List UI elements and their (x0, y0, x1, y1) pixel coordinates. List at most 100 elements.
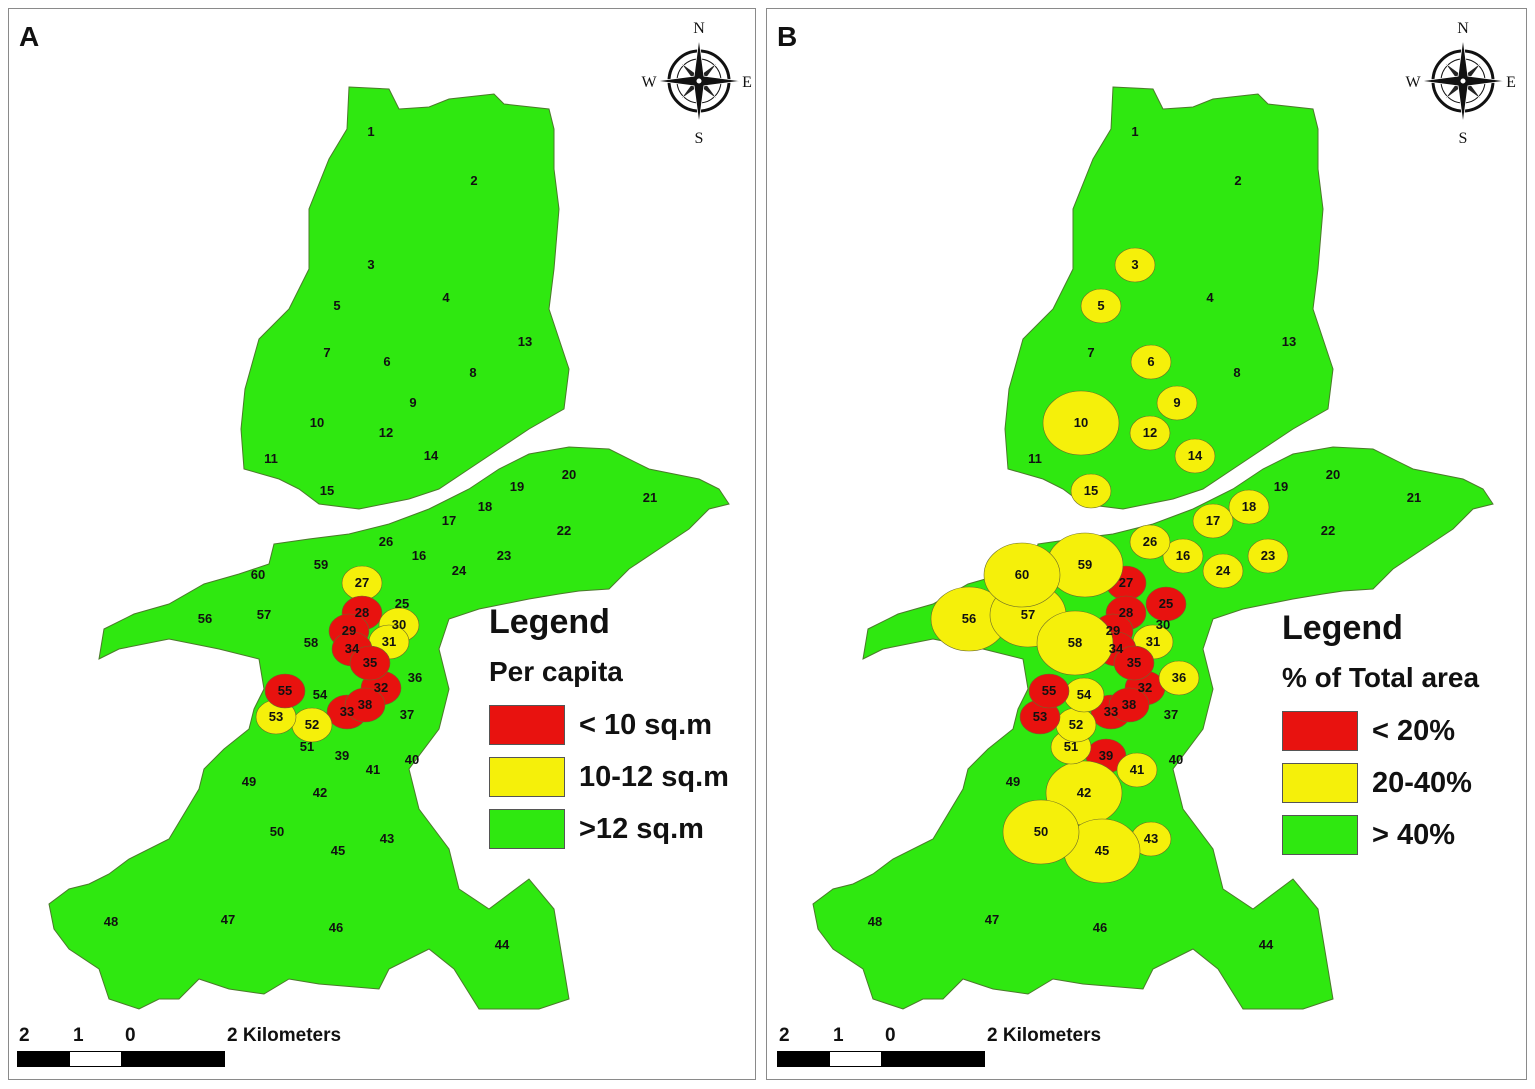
district-label: 55 (1042, 683, 1056, 698)
district-label: 16 (412, 548, 426, 563)
district-label: 17 (1206, 513, 1220, 528)
district-label: 14 (1188, 448, 1203, 463)
district-label: 45 (1095, 843, 1109, 858)
district-label: 49 (242, 774, 256, 789)
district-label: 44 (1259, 937, 1274, 952)
district-label: 6 (383, 354, 390, 369)
district-label: 50 (270, 824, 284, 839)
compass-letter: E (1506, 74, 1516, 91)
district-24 (1202, 553, 1244, 589)
district-region-south (812, 446, 1494, 1010)
district-label: 31 (1146, 634, 1160, 649)
district-label: 39 (1099, 748, 1113, 763)
district-label: 38 (358, 697, 372, 712)
district-label: 14 (424, 448, 439, 463)
compass-letter: S (695, 130, 704, 147)
district-region-south (48, 446, 730, 1010)
legend-swatch-red (489, 705, 565, 745)
district-label: 44 (495, 937, 510, 952)
district-26 (1129, 524, 1171, 560)
district-label: 43 (1144, 831, 1158, 846)
district-label: 34 (1109, 641, 1124, 656)
district-label: 58 (304, 635, 318, 650)
district-label: 7 (323, 345, 330, 360)
district-label: 57 (1021, 607, 1035, 622)
legend-item: > 40% (1282, 810, 1479, 860)
district-label: 28 (355, 605, 369, 620)
district-label: 60 (1015, 567, 1029, 582)
legend: Legend Per capita < 10 sq.m 10-12 sq.m >… (489, 603, 729, 856)
compass-letter: W (641, 74, 657, 91)
scale-tick: 2 (19, 1025, 30, 1046)
district-label: 59 (1078, 557, 1092, 572)
compass-letter: S (1459, 130, 1468, 147)
legend-label: > 40% (1372, 818, 1456, 851)
district-label: 45 (331, 843, 345, 858)
legend-swatch-green (1282, 815, 1358, 855)
scale-tick: 1 (73, 1025, 84, 1046)
district-label: 24 (1216, 563, 1231, 578)
district-label: 49 (1006, 774, 1020, 789)
scale-tick: 1 (833, 1025, 844, 1046)
panel-letter: B (777, 21, 798, 52)
district-35 (349, 645, 391, 681)
district-label: 39 (335, 748, 349, 763)
district-label: 51 (1064, 739, 1078, 754)
district-50 (1002, 799, 1080, 865)
district-label: 52 (1069, 717, 1083, 732)
district-label: 15 (320, 483, 334, 498)
district-55 (1028, 673, 1070, 709)
legend-label: 20-40% (1372, 766, 1472, 799)
district-label: 41 (1130, 762, 1144, 777)
district-region-north (240, 86, 570, 510)
district-label: 3 (367, 257, 374, 272)
district-label: 19 (1274, 479, 1288, 494)
district-9 (1156, 385, 1198, 421)
district-label: 37 (400, 707, 414, 722)
scale-bar: 2 1 0 2 Kilometers (17, 1025, 357, 1067)
legend-label: < 20% (1372, 714, 1456, 747)
district-label: 8 (469, 365, 476, 380)
compass-letter: W (1405, 74, 1421, 91)
district-label: 36 (408, 670, 422, 685)
compass-rose-icon: N S E W (641, 20, 751, 147)
district-12 (1129, 415, 1171, 451)
district-label: 21 (643, 490, 657, 505)
district-map: 1234567891011121314151617181920212223242… (812, 20, 1516, 1010)
district-label: 57 (257, 607, 271, 622)
scale-tick: 2 Kilometers (987, 1025, 1102, 1046)
legend-subtitle: % of Total area (1282, 662, 1480, 693)
district-label: 20 (562, 467, 576, 482)
district-label: 13 (1282, 334, 1296, 349)
compass-letter: E (742, 74, 752, 91)
district-label: 37 (1164, 707, 1178, 722)
district-23 (1247, 538, 1289, 574)
district-label: 48 (104, 914, 118, 929)
district-label: 9 (409, 395, 416, 410)
district-label: 12 (1143, 425, 1157, 440)
district-label: 2 (470, 173, 477, 188)
district-label: 29 (342, 623, 356, 638)
district-label: 54 (1077, 687, 1092, 702)
district-label: 50 (1034, 824, 1048, 839)
legend-swatch-yellow (1282, 763, 1358, 803)
scale-tick: 0 (885, 1025, 896, 1046)
legend-label: >12 sq.m (579, 812, 704, 845)
district-label: 4 (442, 290, 450, 305)
compass-letter: N (1457, 20, 1469, 37)
legend-label: < 10 sq.m (579, 708, 712, 741)
district-label: 16 (1176, 548, 1190, 563)
district-label: 54 (313, 687, 328, 702)
district-label: 15 (1084, 483, 1098, 498)
district-label: 59 (314, 557, 328, 572)
district-6 (1130, 344, 1172, 380)
district-38 (344, 687, 386, 723)
district-label: 23 (497, 548, 511, 563)
district-label: 17 (442, 513, 456, 528)
district-17 (1192, 503, 1234, 539)
district-label: 36 (1172, 670, 1186, 685)
map-panel-b: B 1 2 3 4 5 6 7 8 9 10 11 12 13 14 15 16 17 18 19 20 21 22 23 2… (766, 8, 1527, 1080)
district-label: 22 (557, 523, 571, 538)
scale-tick: 0 (125, 1025, 136, 1046)
legend-swatch-green (489, 809, 565, 849)
